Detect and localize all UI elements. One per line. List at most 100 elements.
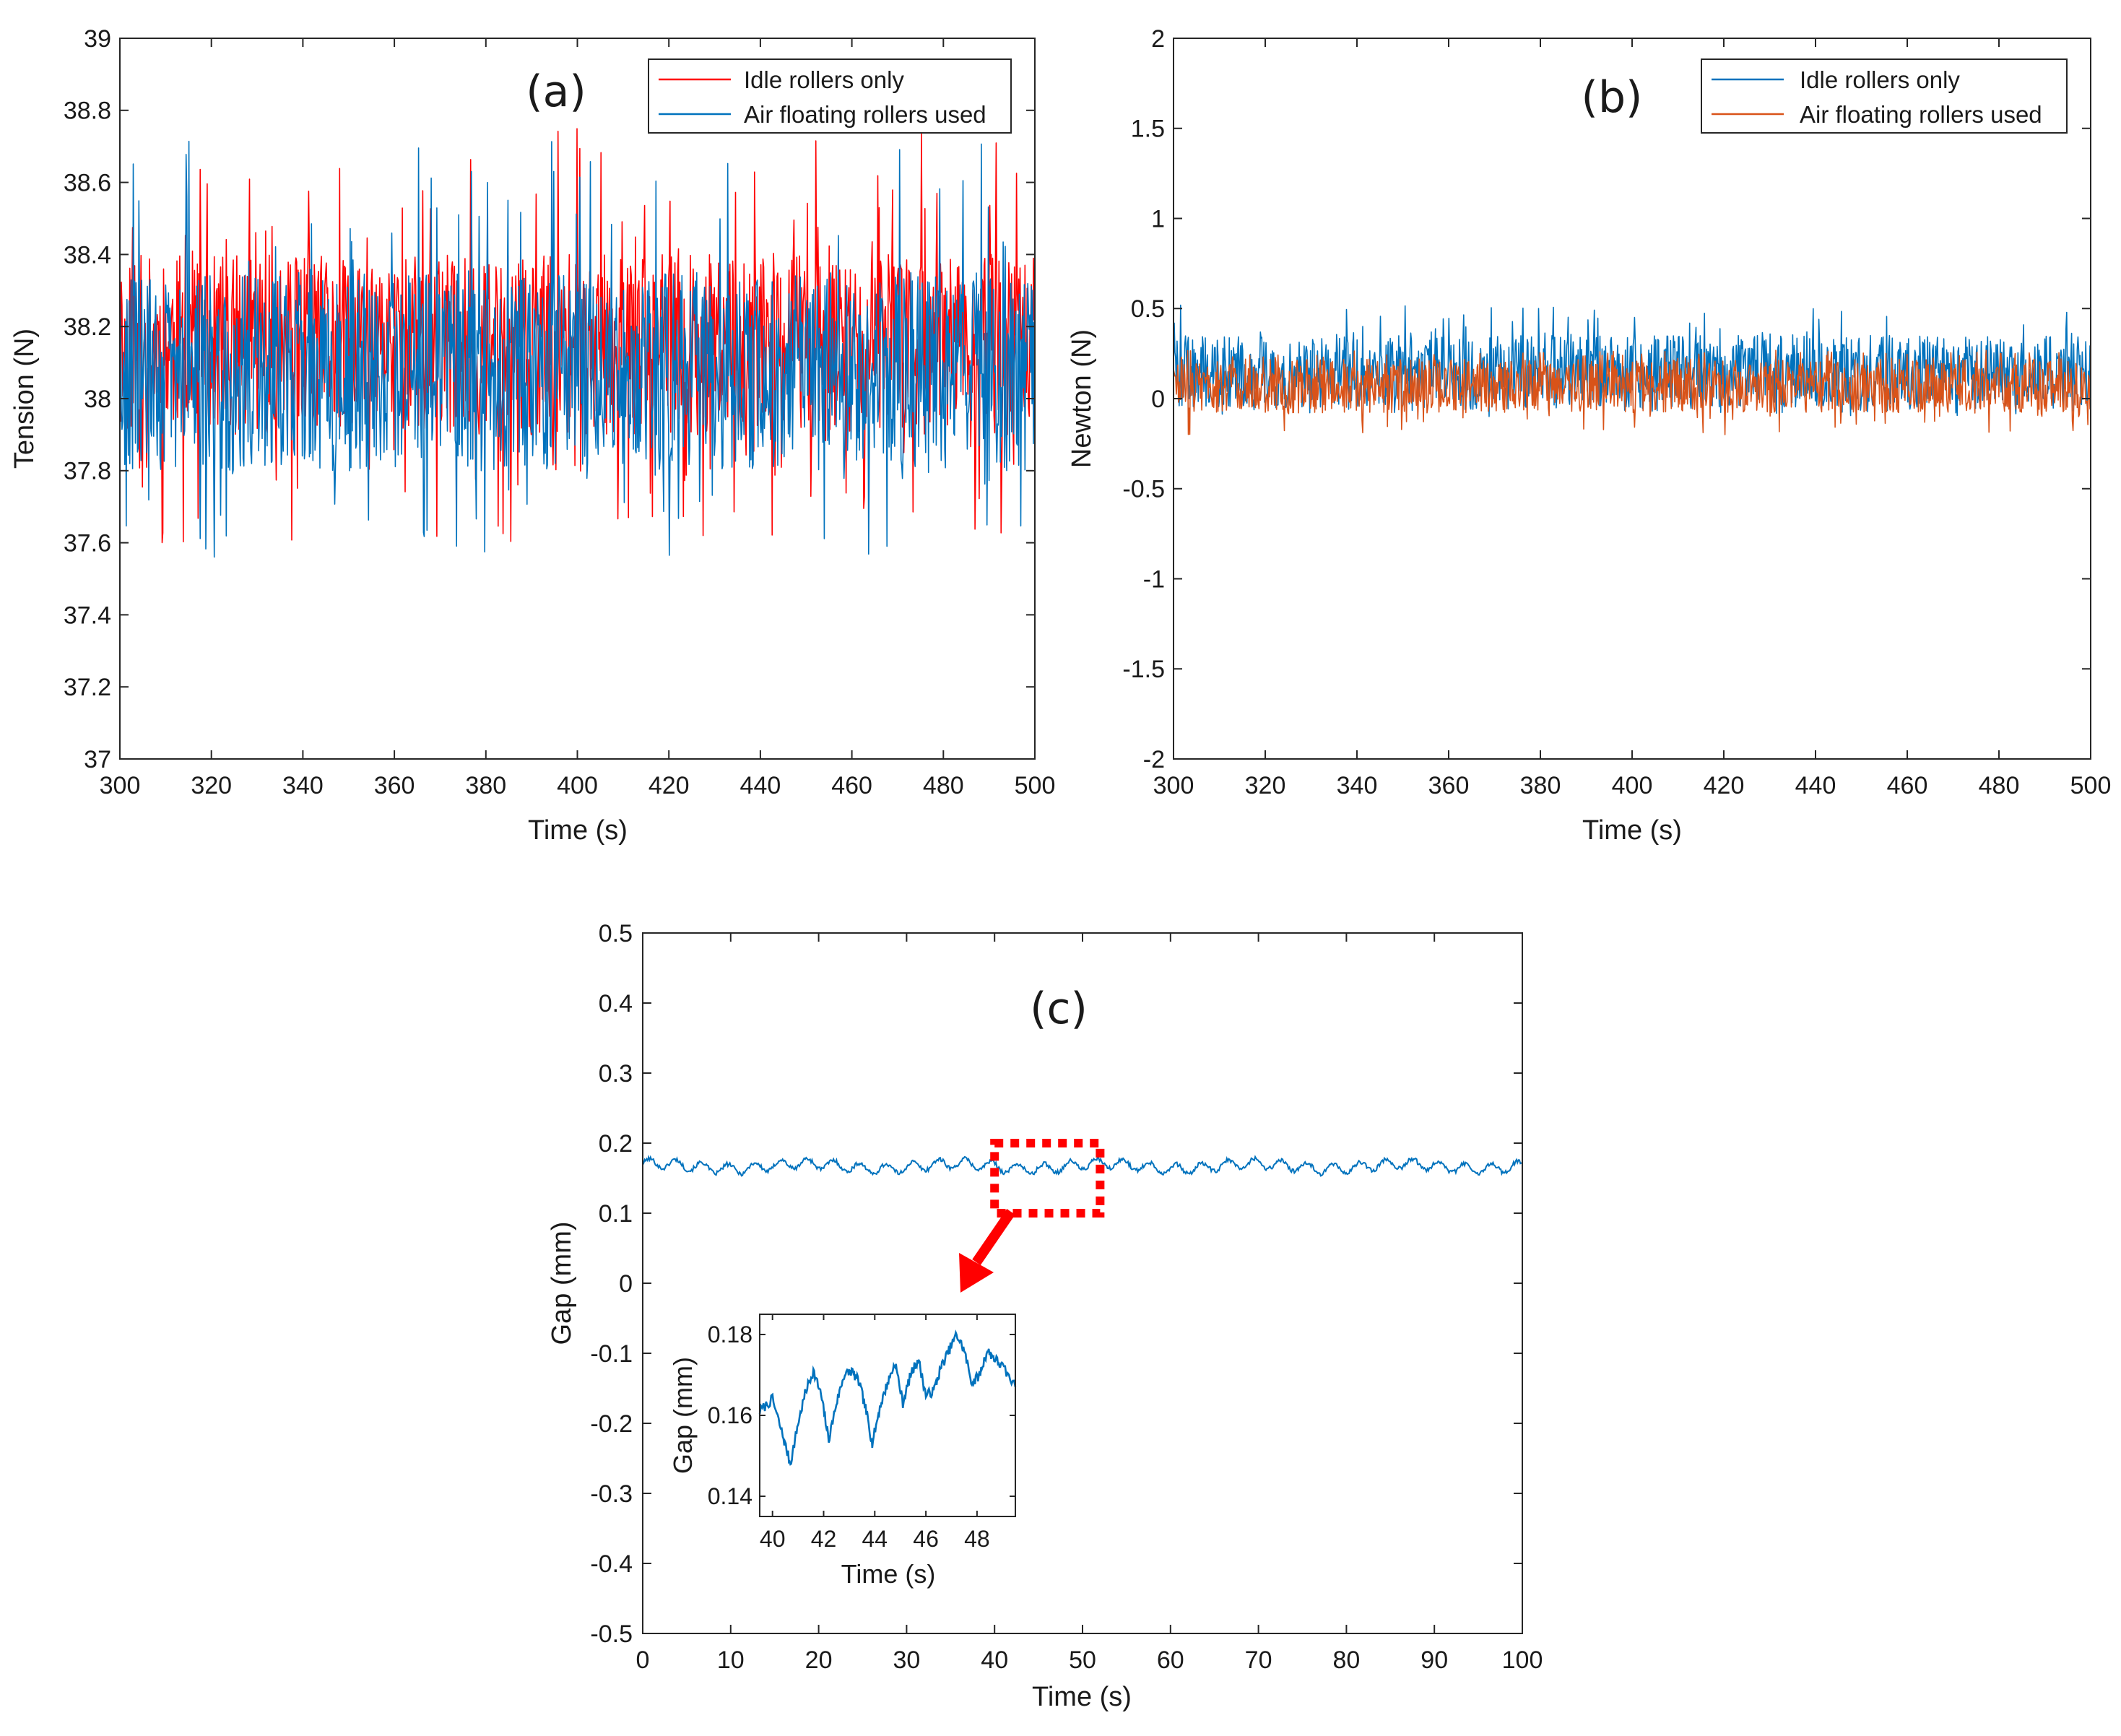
x-tick-label: 460 — [831, 772, 872, 799]
y-tick-label: -2 — [1143, 746, 1165, 773]
x-tick-label: 70 — [1245, 1646, 1272, 1674]
x-tick-label: 420 — [649, 772, 690, 799]
y-tick-label: -1 — [1143, 565, 1165, 593]
y-tick-label: 38.2 — [64, 313, 111, 341]
y-tick-label: 0.5 — [1131, 295, 1165, 323]
inset-ticks: 40 42 44 46 48 0.14 0.16 0.18 — [708, 1314, 1015, 1552]
x-tick-label: 20 — [805, 1646, 833, 1674]
y-tick-label: 37 — [84, 746, 111, 773]
x-tick-label: 440 — [740, 772, 781, 799]
inset-x-axis-label: Time (s) — [841, 1559, 936, 1589]
panel-label-a: (a) — [526, 66, 586, 117]
legend-box-b — [1701, 58, 2068, 134]
legend-b: Idle rollers only Air floating rollers u… — [1701, 58, 2068, 134]
y-tick-label: 0.3 — [599, 1060, 633, 1088]
x-tick-label: 480 — [923, 772, 964, 799]
x-tick-label: 500 — [1015, 772, 1056, 799]
series-line-1 — [1173, 350, 2091, 435]
x-tick-label: 420 — [1704, 772, 1745, 799]
legend-entry-a-0: Idle rollers only — [744, 66, 904, 93]
ticks-a: 300 320 340 360 380 400 420 440 460 480 500 37 37.2 3… — [64, 25, 1056, 799]
x-tick-label: 0 — [636, 1646, 650, 1674]
y-tick-label: -1.5 — [1122, 656, 1165, 683]
x-axis-label-c: Time (s) — [1032, 1682, 1132, 1712]
x-tick-label: 320 — [1245, 772, 1286, 799]
x-axis-label-b: Time (s) — [1582, 815, 1682, 846]
panel-label-b: (b) — [1582, 72, 1643, 123]
zoom-highlight — [959, 1139, 1105, 1293]
y-tick-label: -0.5 — [1122, 476, 1165, 503]
x-tick-label: 40 — [981, 1646, 1008, 1674]
legend-entry-b-1: Air floating rollers used — [1800, 101, 2042, 128]
y-tick-label: 0 — [619, 1270, 633, 1298]
x-tick-label: 380 — [1520, 772, 1561, 799]
series-group-c — [642, 1155, 1523, 1177]
y-tick-label: 0.4 — [599, 990, 633, 1017]
y-tick-label: 0.5 — [599, 920, 633, 947]
x-tick-label: 44 — [862, 1526, 888, 1552]
y-tick-label: 37.8 — [64, 458, 111, 485]
y-tick-label: -0.5 — [590, 1620, 633, 1648]
y-axis-label-a: Tension (N) — [9, 329, 40, 469]
chart-panel-a: 300 320 340 360 380 400 420 440 460 480 500 37 37.2 3… — [9, 25, 1055, 846]
y-tick-label: 0.16 — [708, 1402, 752, 1428]
y-tick-label: 0.18 — [708, 1321, 752, 1347]
legend-a: Idle rollers only Air floating rollers u… — [648, 58, 1012, 134]
x-tick-label: 340 — [1337, 772, 1378, 799]
chart-panel-c: 0 10 20 30 40 50 60 70 80 90 100 -0.5 -0.4 -0.3 -0.2 -0… — [547, 920, 1543, 1712]
y-tick-label: 0.1 — [599, 1200, 633, 1228]
legend-box-a — [648, 58, 1012, 134]
x-tick-label: 100 — [1502, 1646, 1543, 1674]
y-tick-label: -0.4 — [590, 1550, 633, 1578]
legend-entry-b-0: Idle rollers only — [1800, 66, 1960, 93]
x-tick-label: 48 — [964, 1526, 990, 1552]
y-tick-label: -0.3 — [590, 1480, 633, 1508]
y-tick-label: 2 — [1151, 25, 1165, 53]
series-group-a — [119, 128, 1036, 558]
zoom-arrow-shaft — [972, 1209, 1015, 1265]
series-group-b — [1173, 304, 2091, 435]
inset-series-line — [758, 1329, 1017, 1466]
y-tick-label: 39 — [84, 25, 111, 53]
legend-entry-a-1: Air floating rollers used — [744, 101, 986, 128]
y-tick-label: 1.5 — [1131, 116, 1165, 143]
ticks-c: 0 10 20 30 40 50 60 70 80 90 100 -0.5 -0.4 -0.3 -0.2 -0… — [590, 920, 1543, 1674]
inset-series-group — [758, 1329, 1017, 1466]
x-tick-label: 380 — [465, 772, 506, 799]
x-tick-label: 90 — [1420, 1646, 1448, 1674]
y-axis-label-b: Newton (N) — [1067, 329, 1097, 468]
y-tick-label: 38.4 — [64, 241, 111, 269]
y-tick-label: -0.2 — [590, 1410, 633, 1438]
x-tick-label: 440 — [1795, 772, 1836, 799]
y-tick-label: 38 — [84, 386, 111, 413]
inset-y-axis-label: Gap (mm) — [668, 1357, 698, 1474]
x-axis-label-a: Time (s) — [528, 815, 628, 846]
x-tick-label: 42 — [811, 1526, 837, 1552]
inset-chart: 40 42 44 46 48 0.14 0.16 0.18 Time (s) Gap (mm) — [668, 1314, 1017, 1589]
x-tick-label: 480 — [1979, 772, 2020, 799]
y-tick-label: -0.1 — [590, 1340, 633, 1368]
x-tick-label: 300 — [100, 772, 141, 799]
y-tick-label: 37.4 — [64, 602, 111, 629]
x-tick-label: 10 — [717, 1646, 745, 1674]
series-line-gap — [642, 1155, 1523, 1177]
y-tick-label: 0 — [1151, 386, 1165, 413]
x-tick-label: 30 — [893, 1646, 920, 1674]
y-tick-label: 38.8 — [64, 97, 111, 125]
chart-panel-b: 300 320 340 360 380 400 420 440 460 480 500 -2 -1.5 -… — [1067, 25, 2111, 846]
ticks-b: 300 320 340 360 380 400 420 440 460 480 500 -2 -1.5 -… — [1122, 25, 2111, 799]
y-tick-label: 37.6 — [64, 530, 111, 557]
x-tick-label: 500 — [2070, 772, 2112, 799]
x-tick-label: 40 — [760, 1526, 786, 1552]
x-tick-label: 60 — [1157, 1646, 1184, 1674]
x-tick-label: 50 — [1069, 1646, 1096, 1674]
y-tick-label: 37.2 — [64, 674, 111, 701]
zoom-highlight-box — [990, 1139, 1105, 1218]
panel-label-c: (c) — [1030, 984, 1088, 1034]
x-tick-label: 46 — [913, 1526, 939, 1552]
inset-plot-area — [760, 1314, 1015, 1516]
x-tick-label: 320 — [191, 772, 232, 799]
x-tick-label: 360 — [1428, 772, 1470, 799]
series-line-1 — [119, 140, 1036, 558]
